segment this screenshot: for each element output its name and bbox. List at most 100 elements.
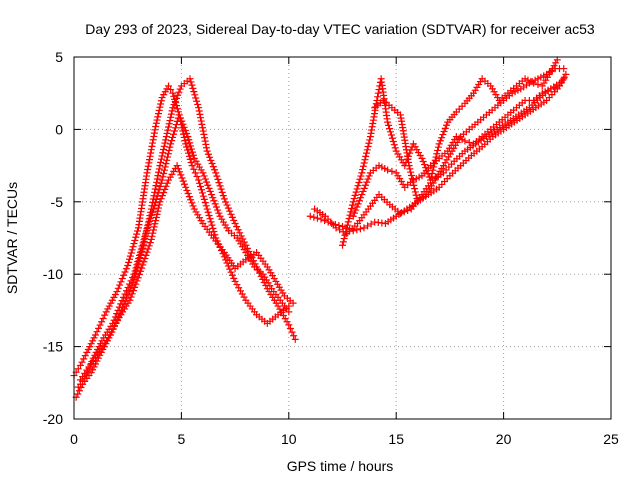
data-point <box>199 124 207 132</box>
data-point <box>127 249 135 257</box>
data-point <box>165 123 173 131</box>
data-point <box>195 107 203 115</box>
data-point <box>436 137 444 145</box>
data-point <box>197 114 205 122</box>
data-point <box>227 210 235 218</box>
data-point <box>410 181 418 189</box>
data-point <box>189 151 197 159</box>
data-point <box>328 220 336 228</box>
data-point <box>184 149 192 157</box>
data-point <box>350 195 358 203</box>
data-point <box>361 156 369 164</box>
data-point <box>80 355 88 363</box>
data-point <box>212 169 220 177</box>
data-point <box>133 261 141 269</box>
data-point <box>187 78 195 86</box>
data-point <box>186 139 194 147</box>
data-point <box>167 113 175 121</box>
data-point <box>289 299 297 307</box>
data-point <box>150 132 158 140</box>
data-point <box>228 213 236 221</box>
data-point <box>195 104 203 112</box>
data-point <box>155 201 163 209</box>
data-point <box>147 214 155 222</box>
data-point <box>196 110 204 118</box>
data-point <box>360 184 368 192</box>
data-point <box>161 139 169 147</box>
data-point <box>152 119 160 127</box>
data-point <box>157 97 165 105</box>
data-point <box>165 82 173 90</box>
data-point <box>217 185 225 193</box>
data-point <box>207 218 215 226</box>
data-point <box>365 139 373 147</box>
x-tick-label: 5 <box>178 431 186 447</box>
data-point <box>208 221 216 229</box>
data-point <box>150 223 158 231</box>
data-point <box>203 147 211 155</box>
data-point <box>218 188 226 196</box>
data-point <box>419 157 427 165</box>
x-tick-label: 0 <box>70 431 78 447</box>
data-point <box>184 190 192 198</box>
data-point <box>136 251 144 259</box>
data-point <box>134 258 142 266</box>
data-point <box>209 224 217 232</box>
data-point <box>355 197 363 205</box>
data-point <box>143 248 151 256</box>
data-point <box>391 144 399 152</box>
data-point <box>306 212 314 220</box>
data-point <box>339 238 347 246</box>
data-point <box>151 126 159 134</box>
chart-title: Day 293 of 2023, Sidereal Day-to-day VTE… <box>85 21 595 37</box>
data-point <box>157 195 165 203</box>
data-point <box>215 209 223 217</box>
data-point <box>155 106 163 114</box>
data-point <box>144 245 152 253</box>
data-point <box>170 101 178 109</box>
data-point <box>149 205 157 213</box>
data-point <box>204 150 212 158</box>
x-tick-label: 10 <box>281 431 297 447</box>
data-point <box>190 165 198 173</box>
data-point <box>176 114 184 122</box>
data-point <box>137 267 145 275</box>
data-point <box>200 130 208 138</box>
data-point <box>142 251 150 259</box>
data-point <box>145 159 153 167</box>
data-point <box>214 206 222 214</box>
data-point <box>174 165 182 173</box>
data-point <box>160 188 168 196</box>
data-point <box>560 65 568 73</box>
data-point <box>224 204 232 212</box>
data-point <box>120 271 128 279</box>
data-point <box>152 182 160 190</box>
data-point <box>148 232 156 240</box>
data-point <box>155 165 163 173</box>
data-point <box>236 229 244 237</box>
data-point <box>390 141 398 149</box>
data-point <box>352 188 360 196</box>
data-point <box>407 168 415 176</box>
data-point <box>158 192 166 200</box>
data-point <box>152 123 160 131</box>
data-point <box>180 130 188 138</box>
x-tick-label: 20 <box>496 431 512 447</box>
data-point <box>143 169 151 177</box>
data-point <box>364 222 372 230</box>
data-point <box>121 290 129 298</box>
data-point <box>226 265 234 273</box>
data-point <box>162 160 170 168</box>
data-point <box>142 229 150 237</box>
data-point <box>363 149 371 157</box>
data-point <box>156 162 164 170</box>
plot-frame <box>73 56 612 420</box>
data-point <box>189 84 197 92</box>
data-point <box>131 236 139 244</box>
data-point <box>199 192 207 200</box>
y-tick-label: -10 <box>43 266 63 282</box>
data-point <box>141 255 149 263</box>
data-point <box>233 223 241 231</box>
data-point <box>152 195 160 203</box>
data-point <box>364 143 372 151</box>
